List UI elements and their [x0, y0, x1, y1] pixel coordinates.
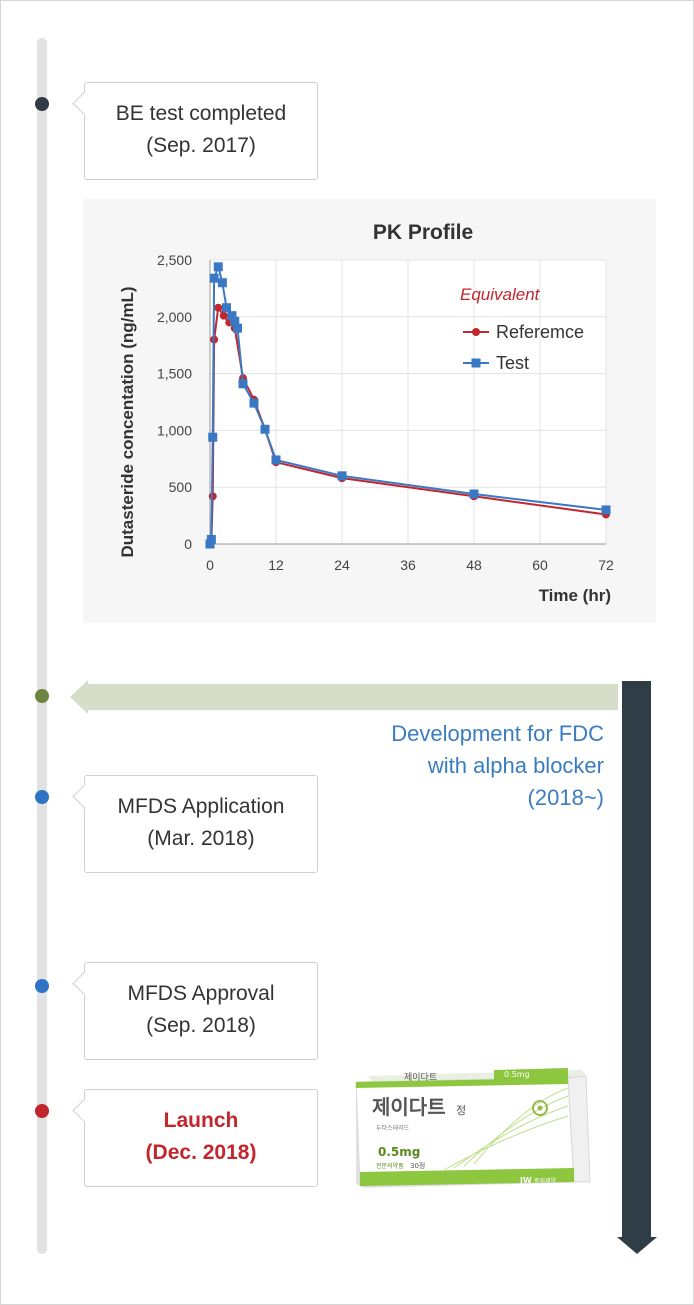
x-tick-label: 36: [400, 557, 416, 573]
data-point-test: [337, 471, 347, 481]
product-count: 30정: [410, 1161, 425, 1170]
callout-mfds-application: MFDS Application (Mar. 2018): [84, 775, 318, 873]
data-point-test: [206, 534, 216, 544]
callout-mfds-approval-title: MFDS Approval: [127, 982, 275, 1005]
data-point-test: [469, 489, 479, 499]
callout-mfds-approval-date: (Sep. 2018): [146, 1014, 256, 1037]
x-tick-label: 60: [532, 557, 548, 573]
fdc-line3: (2018~): [527, 785, 604, 810]
data-point-test: [213, 262, 223, 272]
data-point-test: [260, 424, 270, 434]
y-tick-label: 1,000: [157, 422, 192, 438]
data-point-test: [230, 316, 240, 326]
timeline-dot-be-test: [35, 97, 49, 111]
y-tick-label: 500: [169, 479, 193, 495]
product-name: 제이다트: [372, 1095, 446, 1119]
x-tick-label: 12: [268, 557, 284, 573]
callout-be-test-title: BE test completed: [115, 102, 287, 125]
timeline-dot-fdc: [35, 689, 49, 703]
product-box-image: 제이다트 정 두타스테리드 0.5mg 전문의약품 30정 JW 중외제약 제이…: [355, 1068, 591, 1188]
product-company: 중외제약: [534, 1177, 557, 1185]
chart-title: PK Profile: [373, 221, 473, 244]
callout-mfds-application-title: MFDS Application: [117, 795, 285, 818]
data-point-test: [271, 455, 281, 465]
data-point-test: [227, 311, 237, 321]
data-point-test: [208, 432, 218, 442]
product-tag: 전문의약품: [376, 1162, 404, 1170]
product-top-dose: 0.5mg: [504, 1070, 530, 1079]
legend-marker-test: [471, 358, 481, 368]
data-point-test: [217, 278, 227, 288]
y-tick-label: 2,500: [157, 252, 192, 268]
x-tick-label: 24: [334, 557, 350, 573]
product-dose: 0.5mg: [378, 1145, 420, 1159]
legend-label-referemce: Referemce: [496, 322, 584, 342]
data-point-test: [249, 398, 259, 408]
callout-launch: Launch (Dec. 2018): [84, 1089, 318, 1187]
fdc-line2: with alpha blocker: [427, 753, 604, 778]
callout-mfds-approval: MFDS Approval (Sep. 2018): [84, 962, 318, 1060]
y-tick-label: 2,000: [157, 309, 192, 325]
product-suffix: 정: [456, 1104, 466, 1117]
data-point-test: [233, 323, 242, 333]
data-point-test: [205, 539, 215, 549]
data-point-referemce: [219, 311, 228, 320]
pk-profile-svg: 0 500 1,000 1,500 2,000 2,500 0 12 24 36 48 60 72 PK …: [118, 221, 614, 605]
pk-profile-chart: 0 500 1,000 1,500 2,000 2,500 0 12 24 36 48 60 72 PK …: [83, 199, 656, 623]
callout-mfds-application-date: (Mar. 2018): [147, 827, 255, 850]
legend-marker-referemce: [472, 328, 480, 336]
data-point-test: [601, 505, 611, 515]
timeline-dot-mfds-application: [35, 790, 49, 804]
fdc-development-label: Development for FDC with alpha blocker (…: [391, 718, 604, 814]
data-point-test: [209, 273, 219, 283]
timeline-dot-launch: [35, 1104, 49, 1118]
data-point-test: [222, 303, 231, 313]
x-tick-label: 0: [206, 557, 214, 573]
x-tick-label: 48: [466, 557, 482, 573]
timeline-down-arrow: [617, 681, 657, 1254]
data-point-referemce: [214, 303, 223, 312]
callout-launch-title: Launch: [163, 1109, 239, 1132]
product-top-name: 제이다트: [404, 1072, 437, 1083]
callout-be-test-date: (Sep. 2017): [146, 134, 256, 157]
timeline-track: [37, 38, 47, 1254]
y-tick-label: 1,500: [157, 366, 192, 382]
equivalent-annotation: Equivalent: [460, 285, 541, 304]
y-tick-label: 0: [184, 536, 192, 552]
y-axis-label: Dutasteride concentation (ng/mL): [118, 286, 137, 557]
legend-label-test: Test: [496, 353, 529, 373]
fdc-arrow: [70, 680, 618, 714]
product-brand: JW: [519, 1176, 532, 1185]
product-subname: 두타스테리드: [376, 1124, 410, 1132]
callout-launch-date: (Dec. 2018): [145, 1141, 257, 1164]
x-tick-label: 72: [598, 557, 614, 573]
timeline-dot-mfds-approval: [35, 979, 49, 993]
fdc-line1: Development for FDC: [391, 721, 604, 746]
callout-be-test: BE test completed (Sep. 2017): [84, 82, 318, 180]
x-axis-label: Time (hr): [539, 586, 611, 605]
data-point-test: [238, 379, 248, 389]
